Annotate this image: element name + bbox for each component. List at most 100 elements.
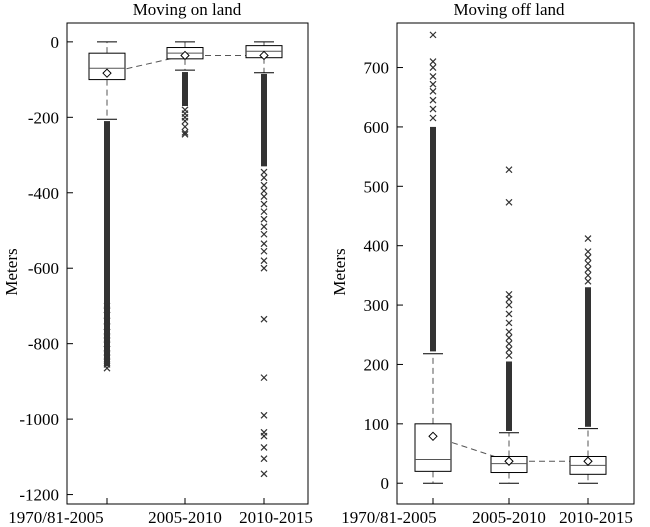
outlier-stroke	[260, 187, 268, 195]
outlier-stroke	[181, 117, 189, 125]
outlier-point	[429, 80, 437, 88]
outlier-stroke	[505, 166, 513, 174]
outlier-point	[505, 301, 513, 309]
chart-title: Moving off land	[453, 0, 565, 19]
outlier-stroke	[584, 260, 592, 267]
y-axis-ticks: 0 100 200 300 400 500 600 700	[364, 59, 403, 493]
x-tick-label: 2005-2010	[472, 508, 546, 527]
outlier-stroke	[181, 123, 189, 131]
outlier-point	[260, 215, 268, 223]
mean-marker	[180, 50, 190, 61]
outlier-point	[505, 198, 513, 206]
outlier-stroke	[584, 254, 592, 261]
outlier-stroke	[505, 301, 513, 309]
outlier-stroke	[505, 340, 513, 348]
outlier-stroke	[260, 193, 268, 200]
outlier-stroke	[260, 240, 268, 248]
outlier-point	[505, 310, 513, 318]
y-axis-label: Meters	[2, 248, 21, 295]
outlier-point	[429, 64, 437, 71]
mean-marker	[259, 50, 269, 61]
outlier-stroke	[584, 235, 592, 242]
x-tick-label: 1970/81-2005	[8, 508, 103, 527]
outlier-band	[182, 72, 188, 106]
outlier-stroke	[260, 315, 268, 323]
outlier-point	[260, 411, 268, 419]
y-tick-label: 500	[364, 177, 390, 196]
outlier-stroke	[260, 174, 268, 182]
outlier-stroke	[103, 317, 111, 325]
outlier-point	[260, 174, 268, 182]
outlier-point	[260, 193, 268, 200]
outlier-stroke	[260, 223, 268, 231]
outlier-stroke	[260, 230, 268, 238]
chart-title: Moving on land	[133, 0, 242, 19]
x-tick-label: 2010-2015	[559, 508, 633, 527]
outlier-point	[260, 168, 268, 176]
outlier-point	[260, 230, 268, 238]
outlier-stroke	[103, 311, 111, 319]
outlier-point	[260, 247, 268, 255]
outlier-stroke	[260, 470, 268, 478]
outlier-stroke	[429, 80, 437, 88]
outlier-point	[429, 58, 437, 66]
x-tick-label: 2005-2010	[148, 508, 222, 527]
outlier-stroke	[429, 58, 437, 66]
y-tick-label: 0	[51, 33, 60, 52]
outlier-point	[429, 73, 437, 80]
outlier-band	[261, 73, 267, 167]
outlier-stroke	[260, 200, 268, 208]
outlier-band	[585, 287, 591, 427]
outlier-stroke	[260, 257, 268, 265]
outlier-point	[260, 264, 268, 272]
mean-marker	[504, 456, 514, 466]
outlier-stroke	[260, 432, 268, 440]
y-tick-label: -1200	[19, 486, 59, 505]
panel-moving-on-land: Moving on land Meters 0 -200 -400 -600 -800 -…	[2, 0, 313, 527]
x-axis-ticks: 1970/81-2005 2005-2010 2010-2015	[341, 498, 633, 527]
plot-frame	[396, 22, 635, 505]
outlier-stroke	[584, 248, 592, 256]
outlier-stroke	[260, 168, 268, 176]
outlier-stroke	[584, 277, 592, 285]
y-tick-label: 100	[364, 415, 390, 434]
outlier-stroke	[429, 96, 437, 104]
outlier-point	[429, 114, 437, 122]
outlier-point	[260, 181, 268, 189]
outlier-stroke	[505, 290, 513, 298]
outlier-point	[505, 334, 513, 342]
outlier-stroke	[260, 411, 268, 419]
outlier-point	[260, 443, 268, 451]
outlier-stroke	[260, 215, 268, 223]
outlier-point	[260, 240, 268, 248]
outlier-stroke	[181, 130, 189, 138]
x-tick-label: 2010-2015	[239, 508, 313, 527]
y-axis-ticks: 0 -200 -400 -600 -800 -1000 -1200	[19, 33, 73, 505]
outlier-band	[506, 361, 512, 431]
outlier-stroke	[584, 271, 592, 279]
outlier-stroke	[260, 455, 268, 463]
outlier-point	[260, 257, 268, 265]
outlier-point	[260, 432, 268, 440]
outlier-stroke	[429, 73, 437, 80]
outlier-stroke	[584, 266, 592, 273]
outlier-point	[584, 277, 592, 285]
y-tick-label: 200	[364, 355, 390, 374]
y-tick-label: -400	[28, 184, 59, 203]
outlier-point	[505, 352, 513, 359]
outlier-band	[104, 121, 110, 367]
outlier-point	[103, 317, 111, 325]
mean-marker	[583, 456, 593, 466]
outlier-point	[260, 208, 268, 216]
outlier-point	[505, 346, 513, 354]
outlier-point	[584, 235, 592, 242]
outlier-stroke	[505, 328, 513, 336]
outlier-point	[584, 260, 592, 267]
outlier-point	[260, 374, 268, 382]
outlier-point	[429, 87, 437, 95]
outlier-stroke	[505, 310, 513, 318]
y-tick-label: -800	[28, 335, 59, 354]
outlier-point	[584, 266, 592, 273]
outlier-stroke	[429, 87, 437, 95]
